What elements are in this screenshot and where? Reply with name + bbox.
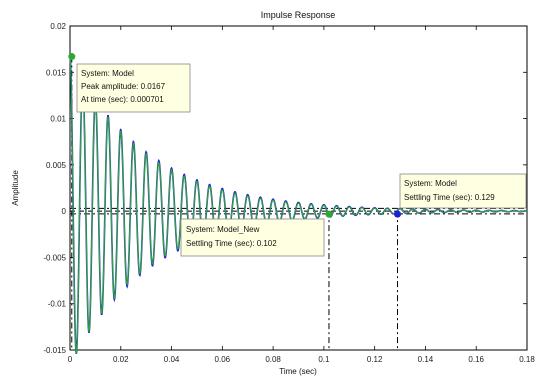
y-tick-label: 0 — [62, 207, 67, 216]
datatip-settling-model[interactable]: System: Model Settling Time (sec): 0.129 — [399, 173, 527, 209]
settling-marker-model-new[interactable] — [325, 210, 333, 218]
datatip-peak[interactable]: System: Model Peak amplitude: 0.0167 At … — [76, 63, 191, 113]
x-tick-label: 0.02 — [113, 355, 129, 364]
x-ticks: 0 0.02 0.04 0.06 0.08 0.1 0.12 0.14 0.16 0.18 — [68, 26, 535, 364]
datatip-settling-model-new-line1: System: Model_New — [186, 225, 260, 234]
x-tick-label: 0.04 — [164, 355, 180, 364]
y-axis-label: Amplitude — [11, 170, 20, 206]
datatip-settling-model-box — [399, 173, 527, 209]
x-tick-label: 0.08 — [265, 355, 281, 364]
datatip-peak-line2: Peak amplitude: 0.0167 — [81, 82, 166, 91]
datatip-settling-model-line2: Settling Time (sec): 0.129 — [404, 193, 495, 202]
y-tick-label: -0.015 — [43, 346, 66, 355]
settling-marker-model[interactable] — [394, 210, 402, 218]
y-tick-label: -0.005 — [43, 253, 66, 262]
y-tick-label: 0.02 — [50, 22, 66, 31]
datatip-peak-line1: System: Model — [81, 69, 134, 78]
y-tick-label: 0.01 — [50, 115, 66, 124]
series-layer — [69, 56, 527, 355]
x-tick-label: 0.12 — [367, 355, 383, 364]
y-tick-label: 0.005 — [46, 161, 67, 170]
x-axis-label: Time (sec) — [279, 367, 317, 376]
datatip-settling-model-new[interactable]: System: Model_New Settling Time (sec): 0… — [180, 218, 325, 257]
x-tick-label: 0.1 — [318, 355, 330, 364]
datatip-settling-model-line1: System: Model — [404, 179, 457, 188]
series-line-model-new — [69, 56, 527, 354]
datatip-peak-line3: At time (sec): 0.000701 — [81, 95, 164, 104]
y-tick-label: 0.015 — [46, 68, 67, 77]
x-tick-label: 0.16 — [468, 355, 484, 364]
x-tick-label: 0 — [68, 355, 73, 364]
datatip-markers — [68, 53, 402, 218]
y-tick-label: -0.01 — [48, 300, 67, 309]
x-tick-label: 0.14 — [418, 355, 434, 364]
chart-title: Impulse Response — [261, 10, 336, 20]
datatip-settling-model-new-box — [180, 218, 325, 257]
datatip-peak-box — [76, 63, 191, 113]
peak-marker[interactable] — [68, 53, 76, 61]
x-tick-label: 0.06 — [215, 355, 231, 364]
x-tick-label: 0.18 — [519, 355, 535, 364]
datatip-settling-model-new-line2: Settling Time (sec): 0.102 — [186, 239, 277, 248]
